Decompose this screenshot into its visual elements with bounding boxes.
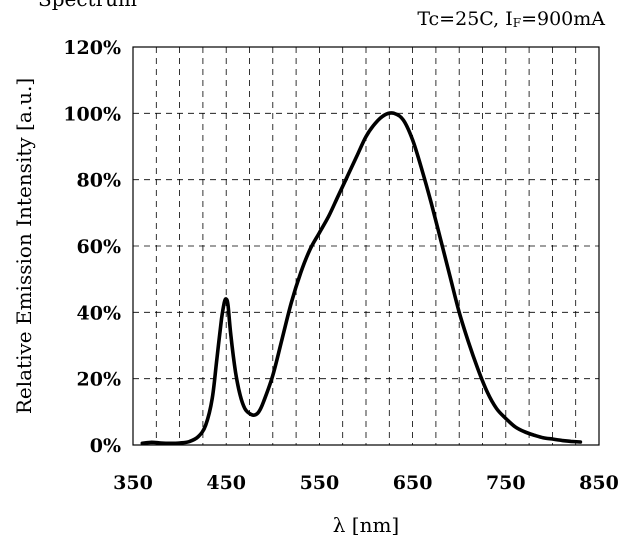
x-tick-label: 450	[206, 472, 246, 494]
x-tick-label: 850	[579, 472, 619, 494]
x-tick-label: 650	[393, 472, 433, 494]
y-axis-label: Relative Emission Intensity [a.u.]	[12, 78, 36, 414]
tick-labels: 0% 20% 40% 60% 80% 100% 120% 350 450 550 650 750 850	[63, 37, 619, 494]
y-tick-label: 0%	[90, 435, 121, 457]
x-tick-label: 550	[300, 472, 340, 494]
x-tick-label: 750	[486, 472, 526, 494]
y-tick-label: 60%	[77, 236, 122, 258]
y-tick-label: 120%	[63, 37, 121, 59]
y-tick-label: 80%	[77, 170, 122, 192]
spectrum-series-line	[142, 113, 580, 443]
x-axis-label: λ [nm]	[333, 513, 399, 537]
y-tick-label: 40%	[77, 302, 122, 324]
grid-lines	[133, 47, 599, 445]
y-tick-label: 100%	[63, 103, 121, 125]
y-tick-label: 20%	[77, 369, 122, 391]
x-tick-label: 350	[113, 472, 153, 494]
